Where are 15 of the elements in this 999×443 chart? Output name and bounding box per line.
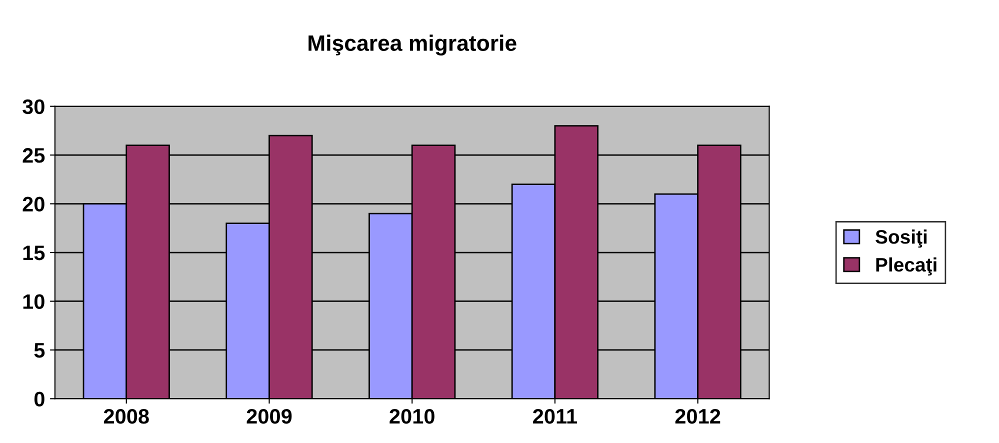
chart-title: Mişcarea migratorie — [308, 34, 516, 56]
legend-label: Sosiţi — [876, 230, 927, 248]
y-tick-label: 20 — [22, 196, 44, 212]
x-tick-label: 2011 — [533, 408, 577, 424]
x-tick-label: 2012 — [675, 408, 720, 424]
x-tick-label: 2008 — [104, 408, 149, 424]
y-tick-label: 30 — [22, 99, 44, 114]
y-tick-label: 5 — [34, 343, 45, 358]
y-tick-label: 10 — [23, 294, 44, 309]
y-tick-label: 25 — [22, 148, 45, 163]
x-tick-label: 2009 — [246, 408, 292, 424]
x-tick-label: 2010 — [390, 408, 434, 424]
y-tick-label: 0 — [34, 392, 44, 406]
y-tick-label: 15 — [23, 246, 45, 260]
legend-label: Plecaţi — [876, 257, 936, 276]
